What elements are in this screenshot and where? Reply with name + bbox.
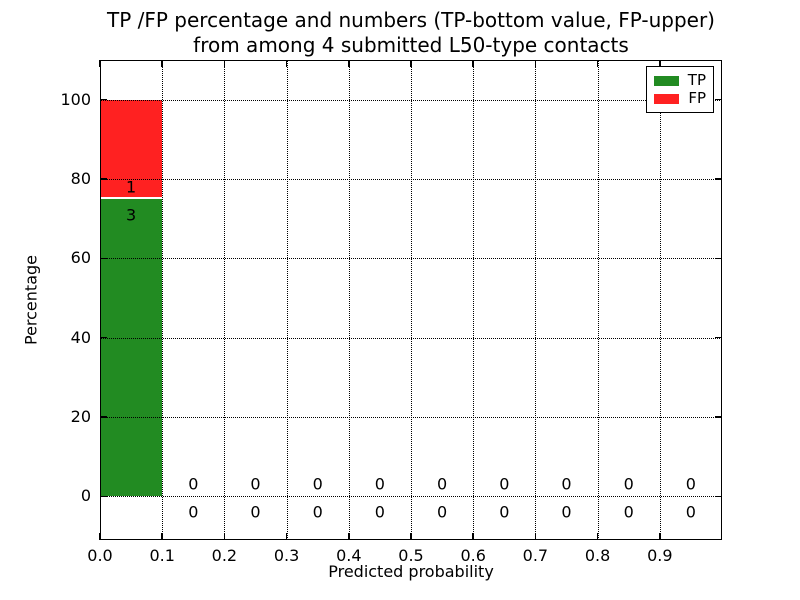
tp-count-label: 3 <box>126 205 137 225</box>
grid-line-h <box>100 258 722 260</box>
x-tick-mark-top <box>596 60 599 67</box>
y-tick-mark <box>100 257 107 260</box>
x-tick-label: 0.4 <box>336 546 362 565</box>
x-tick-label: 0.9 <box>647 546 673 565</box>
x-tick-label: 0.1 <box>149 546 175 565</box>
fp-count-label: 0 <box>374 474 385 494</box>
x-tick-mark-top <box>534 60 537 67</box>
tp-count-label: 0 <box>561 502 572 522</box>
chart-title-line1: TP /FP percentage and numbers (TP-bottom… <box>107 8 715 32</box>
y-tick-mark-right <box>715 257 722 260</box>
x-tick-label: 0.3 <box>273 546 300 565</box>
chart-title-line2: from among 4 submitted L50-type contacts <box>193 33 629 57</box>
fp-count-label: 0 <box>250 474 261 494</box>
x-tick-mark <box>285 533 288 540</box>
tp-count-label: 0 <box>250 502 261 522</box>
legend-label-tp: TP <box>687 71 706 89</box>
y-tick-label: 40 <box>70 327 91 347</box>
y-axis-label: Percentage <box>21 254 41 346</box>
grid-line-v <box>411 60 412 540</box>
tp-count-label: 0 <box>623 502 634 522</box>
x-tick-label: 0.8 <box>584 546 611 565</box>
fp-count-label: 0 <box>499 474 510 494</box>
legend-entry-fp: FP <box>654 91 706 106</box>
x-tick-mark-top <box>99 60 101 67</box>
x-tick-mark <box>472 533 474 540</box>
x-tick-mark <box>99 533 101 540</box>
x-tick-mark-top <box>472 60 474 67</box>
grid-line-v <box>224 60 226 540</box>
bar-segment-fp <box>100 99 163 199</box>
x-tick-mark-top <box>659 60 661 67</box>
y-tick-label: 0 <box>80 486 91 506</box>
x-tick-mark-top <box>410 60 412 67</box>
plot-area-border <box>100 60 722 540</box>
tp-count-label: 0 <box>374 502 385 522</box>
x-axis-label: Predicted probability <box>328 562 494 581</box>
x-tick-label: 0.6 <box>460 546 486 565</box>
y-tick-mark <box>100 495 107 498</box>
y-tick-label: 20 <box>70 407 91 427</box>
fp-count-label: 1 <box>126 177 137 197</box>
grid-line-v <box>348 60 350 540</box>
legend: TP FP <box>646 66 714 113</box>
fp-count-label: 0 <box>188 474 199 494</box>
y-tick-mark-right <box>715 178 722 180</box>
x-tick-label: 0.2 <box>211 546 238 565</box>
y-tick-mark-right <box>715 416 722 418</box>
fp-count-label: 0 <box>437 474 448 494</box>
x-tick-mark <box>534 533 537 540</box>
fp-count-label: 0 <box>623 474 634 494</box>
y-tick-label: 100 <box>60 89 91 109</box>
grid-line-v <box>162 60 164 540</box>
grid-line-h <box>100 417 722 419</box>
x-tick-mark <box>348 533 350 540</box>
grid-line-h <box>100 496 722 498</box>
x-tick-mark-top <box>161 60 163 67</box>
tp-count-label: 0 <box>499 502 510 522</box>
y-tick-mark-right <box>715 495 722 498</box>
x-tick-mark-top <box>223 60 226 67</box>
y-tick-label: 60 <box>70 248 91 268</box>
tp-count-label: 0 <box>437 502 448 522</box>
fp-count-label: 0 <box>685 474 696 494</box>
grid-line-v <box>286 60 288 540</box>
x-tick-mark-top <box>285 60 288 67</box>
legend-entry-tp: TP <box>654 73 706 88</box>
grid-line-h <box>100 179 722 180</box>
grid-line-h <box>100 99 722 101</box>
x-tick-label: 0.5 <box>398 546 424 565</box>
grid-line-h <box>100 337 722 339</box>
x-tick-mark <box>161 533 163 540</box>
fp-count-label: 0 <box>561 474 572 494</box>
x-tick-mark <box>659 533 661 540</box>
y-tick-mark <box>100 416 107 418</box>
x-tick-mark-top <box>348 60 350 67</box>
grid-line-v <box>597 60 599 540</box>
grid-line-v <box>473 60 475 540</box>
tp-count-label: 0 <box>188 502 199 522</box>
y-tick-label: 80 <box>70 169 91 188</box>
fp-count-label: 0 <box>312 474 323 494</box>
x-tick-mark <box>596 533 599 540</box>
legend-label-fp: FP <box>688 89 706 107</box>
x-tick-mark <box>223 533 226 540</box>
x-tick-mark <box>410 533 412 540</box>
y-tick-mark <box>100 178 107 180</box>
grid-line-v <box>659 60 661 540</box>
chart-title: TP /FP percentage and numbers (TP-bottom… <box>100 8 722 58</box>
y-tick-mark <box>100 336 107 339</box>
y-tick-mark <box>100 98 107 101</box>
tp-color-swatch <box>654 75 679 86</box>
x-tick-label: 0.0 <box>87 546 113 565</box>
tp-count-label: 0 <box>685 502 696 522</box>
grid-line-v <box>535 60 537 540</box>
y-tick-mark-right <box>715 336 722 339</box>
tp-count-label: 0 <box>312 502 323 522</box>
x-tick-label: 0.7 <box>522 546 549 565</box>
fp-color-swatch <box>654 93 680 104</box>
bar-segment-tp <box>100 198 163 497</box>
y-tick-mark-right <box>715 98 722 101</box>
